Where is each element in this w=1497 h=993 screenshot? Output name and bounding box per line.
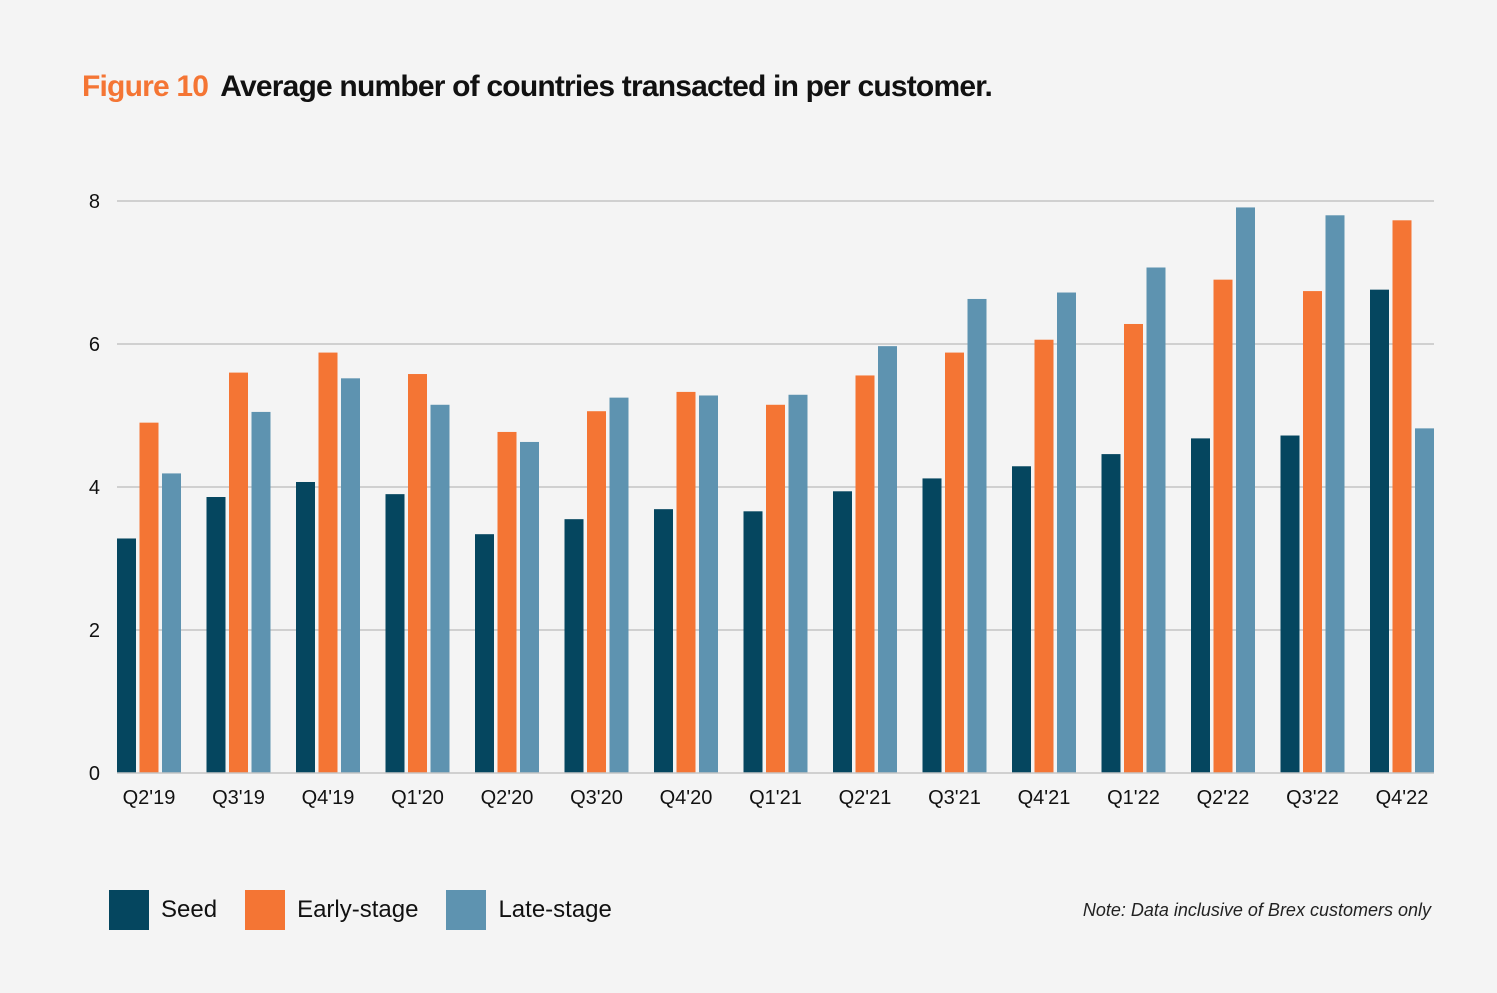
- bar-early-stage-10: [1034, 339, 1054, 773]
- x-tick-label: Q4'21: [1018, 787, 1071, 809]
- chart-title: Figure 10 Average number of countries tra…: [82, 70, 993, 104]
- bars: [117, 207, 1434, 774]
- x-tick-label: Q2'22: [1197, 787, 1250, 809]
- bar-seed-3: [385, 494, 405, 773]
- bar-late-stage-3: [430, 404, 450, 773]
- bar-early-stage-5: [587, 411, 606, 773]
- bar-late-stage-5: [609, 397, 629, 773]
- legend-label-early-stage: Early-stage: [297, 896, 419, 923]
- bar-late-stage-8: [878, 346, 897, 773]
- bar-early-stage-1: [229, 372, 248, 773]
- bar-late-stage-4: [520, 441, 539, 773]
- x-tick-label: Q2'21: [839, 787, 892, 809]
- bar-seed-12: [1191, 438, 1210, 773]
- bar-early-stage-14: [1392, 220, 1412, 773]
- bar-early-stage-4: [497, 431, 517, 773]
- bar-late-stage-2: [341, 378, 360, 773]
- legend-label-seed: Seed: [161, 896, 218, 923]
- bar-seed-0: [117, 538, 136, 773]
- bar-seed-6: [654, 509, 673, 773]
- bar-early-stage-8: [855, 375, 875, 773]
- x-tick-label: Q3'21: [928, 787, 981, 809]
- figure-label: Figure 10: [82, 70, 209, 103]
- x-tick-label: Q1'20: [391, 787, 444, 809]
- x-tick-label: Q4'19: [302, 787, 355, 809]
- x-tick-label: Q3'20: [570, 787, 623, 809]
- y-tick-label: 8: [89, 191, 100, 213]
- x-tick-label: Q1'21: [749, 787, 802, 809]
- legend: Seed Early-stage Late-stage: [109, 890, 640, 930]
- bar-seed-13: [1280, 435, 1300, 773]
- bar-seed-11: [1101, 454, 1121, 773]
- bar-chart: 0 2 4 6 8 Q2'19 Q3'19 Q4'19 Q1'20 Q2'20 Q3'20 Q4'20…: [89, 191, 1434, 809]
- bar-seed-1: [206, 497, 226, 773]
- bar-seed-14: [1370, 289, 1389, 773]
- legend-swatch-late-stage: [446, 890, 487, 930]
- bar-late-stage-9: [967, 298, 987, 773]
- bar-late-stage-13: [1325, 215, 1345, 774]
- bar-early-stage-12: [1213, 279, 1233, 773]
- title-text: Average number of countries transacted i…: [220, 70, 993, 103]
- bar-seed-10: [1012, 466, 1031, 773]
- x-tick-label: Q4'20: [660, 787, 713, 809]
- legend-item-early-stage: Early-stage: [245, 890, 418, 930]
- axes: 0 2 4 6 8 Q2'19 Q3'19 Q4'19 Q1'20 Q2'20 Q3'20 Q4'20…: [89, 191, 1434, 809]
- x-tick-label: Q1'22: [1107, 787, 1160, 809]
- bar-early-stage-11: [1124, 323, 1143, 773]
- bar-late-stage-1: [251, 411, 271, 773]
- y-tick-label: 0: [89, 763, 100, 785]
- bar-seed-7: [743, 511, 763, 773]
- bar-late-stage-10: [1057, 292, 1076, 773]
- bar-seed-8: [833, 491, 852, 773]
- bar-early-stage-9: [945, 352, 964, 773]
- legend-item-seed: Seed: [109, 890, 217, 930]
- legend-label-late-stage: Late-stage: [498, 896, 612, 923]
- bar-early-stage-2: [318, 352, 338, 773]
- footnote: Note: Data inclusive of Brex customers o…: [1082, 900, 1431, 920]
- y-tick-label: 2: [89, 620, 100, 642]
- x-tick-label: Q3'19: [212, 787, 265, 809]
- legend-item-late-stage: Late-stage: [446, 890, 612, 930]
- bar-early-stage-7: [766, 404, 785, 773]
- bar-late-stage-7: [788, 394, 808, 773]
- bar-seed-5: [564, 519, 584, 773]
- bar-early-stage-0: [139, 422, 159, 773]
- bar-late-stage-0: [162, 473, 181, 773]
- y-tick-label: 6: [89, 334, 100, 356]
- bar-early-stage-6: [676, 391, 696, 773]
- bar-early-stage-13: [1303, 291, 1322, 773]
- bar-late-stage-11: [1146, 267, 1166, 773]
- x-tick-label: Q4'22: [1376, 787, 1429, 809]
- x-tick-label: Q2'20: [481, 787, 534, 809]
- bar-late-stage-12: [1236, 207, 1255, 773]
- y-tick-label: 4: [89, 477, 100, 499]
- x-tick-label: Q3'22: [1286, 787, 1339, 809]
- bar-early-stage-3: [408, 374, 427, 773]
- bar-late-stage-14: [1415, 428, 1434, 773]
- legend-swatch-early-stage: [245, 890, 286, 930]
- x-tick-label: Q2'19: [123, 787, 176, 809]
- bar-seed-4: [475, 534, 494, 773]
- bar-late-stage-6: [699, 395, 718, 773]
- legend-swatch-seed: [109, 890, 149, 930]
- bar-seed-9: [922, 478, 942, 773]
- bar-seed-2: [296, 481, 315, 773]
